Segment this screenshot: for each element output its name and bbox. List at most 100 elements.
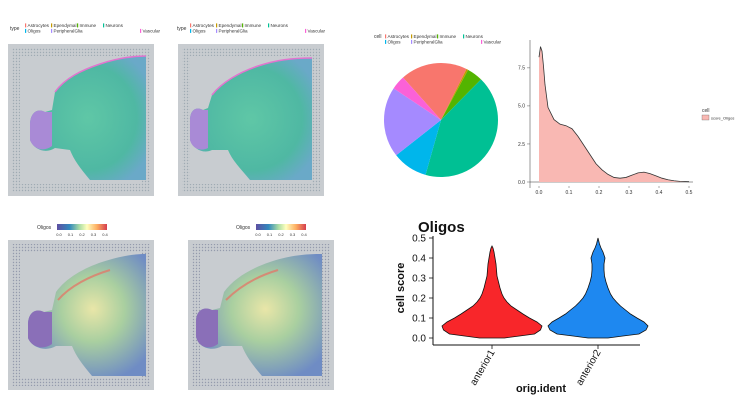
pie-legend-swatch-peripheralglia bbox=[411, 39, 413, 44]
density-x-tick-label: 0.0 bbox=[536, 190, 543, 196]
type-legend-swatch-vascular bbox=[305, 28, 307, 33]
score-legend-title: Oligos bbox=[37, 225, 52, 231]
pie-slice-neurons bbox=[425, 79, 499, 177]
density-area-score-oligos bbox=[539, 46, 689, 182]
violin-y-tick-label: 0.2 bbox=[412, 294, 426, 305]
score-tick-label: 0.2 bbox=[278, 232, 284, 237]
violin-y-tick-label: 0.1 bbox=[412, 314, 426, 325]
density-legend-swatch bbox=[701, 114, 710, 121]
violin-anterior1 bbox=[441, 245, 543, 339]
type-legend-1: type Astrocytes Ependymal Immune Neurons Oli… bbox=[10, 23, 161, 34]
type-legend-title: type bbox=[10, 26, 20, 32]
type-legend-label-oligos: Oligos bbox=[193, 29, 207, 34]
type-legend-swatch-oligos bbox=[190, 28, 192, 33]
density-legend-title: cell bbox=[702, 108, 710, 114]
pie-legend-label-oligos: Oligos bbox=[388, 40, 402, 45]
type-legend-swatch-astrocytes bbox=[190, 23, 192, 28]
tissue-section bbox=[30, 56, 146, 180]
pie-slice-vascular bbox=[393, 77, 441, 120]
spatial-score-panel-1: Oligos 0.0 0.1 0.2 0.3 0.4 bbox=[8, 224, 154, 390]
density-chart: 0.0 0.1 0.2 0.3 0.4 0.5 0.0 2.5 5.0 7.5 cell scor… bbox=[518, 40, 734, 196]
score-colorbar bbox=[57, 224, 107, 230]
spatial-type-panel-2: type Astrocytes Ependymal Immune Neurons Oli… bbox=[177, 23, 326, 196]
spatial-score-panel-2: Oligos 0.0 0.1 0.2 0.3 0.4 bbox=[188, 224, 334, 390]
violin-anterior2 bbox=[547, 237, 649, 339]
type-legend-label-vascular: Vascular bbox=[143, 29, 161, 34]
violin-y-tick-label: 0.0 bbox=[412, 334, 426, 345]
type-legend-label-peripheralglia: PeripheralGlia bbox=[219, 29, 249, 34]
pie-slice-peripheralglia bbox=[384, 88, 441, 156]
pie-legend-title: cell bbox=[374, 34, 382, 40]
pie-legend-label-ependymal: Ependymal bbox=[414, 34, 437, 39]
density-line-score-oligos bbox=[538, 46, 690, 183]
violin-xlabel: orig.ident bbox=[516, 383, 566, 395]
type-legend-swatch-ependymal bbox=[216, 23, 218, 28]
score-tick-label: 0.0 bbox=[56, 232, 62, 237]
score-legend-title: Oligos bbox=[236, 225, 251, 231]
violin-chart: Oligos cell score orig.ident 0.0 0.1 0.2 0.… bbox=[395, 219, 649, 395]
pie-legend-swatch-oligos bbox=[385, 39, 387, 44]
pie-legend-label-astrocytes: Astrocytes bbox=[388, 34, 410, 39]
pie-slice-astrocytes bbox=[402, 63, 467, 120]
violin-y-tick-label: 0.3 bbox=[412, 274, 426, 285]
violin-x-tick-label-anterior2: anterior2 bbox=[574, 348, 603, 388]
type-legend-label-astrocytes: Astrocytes bbox=[193, 23, 215, 28]
density-x-tick-label: 0.5 bbox=[686, 190, 693, 196]
score-tick-label: 0.2 bbox=[79, 232, 85, 237]
type-legend-swatch-astrocytes bbox=[25, 23, 27, 28]
score-tick-label: 0.4 bbox=[102, 232, 108, 237]
violin-x-tick-label-anterior1: anterior1 bbox=[468, 348, 497, 388]
type-legend-swatch-immune bbox=[242, 23, 244, 28]
density-x-tick-label: 0.1 bbox=[566, 190, 573, 196]
density-y-tick-label: 7.5 bbox=[518, 66, 525, 72]
type-legend-swatch-immune bbox=[77, 23, 79, 28]
density-x-tick-label: 0.4 bbox=[656, 190, 663, 196]
density-y-tick-label: 5.0 bbox=[518, 104, 525, 110]
score-tick-label: 0.0 bbox=[255, 232, 261, 237]
type-legend-label-ependymal: Ependymal bbox=[219, 23, 242, 28]
type-legend-swatch-peripheralglia bbox=[51, 28, 53, 33]
type-legend-label-peripheralglia: PeripheralGlia bbox=[54, 29, 84, 34]
pie-legend: cell Astrocytes Ependymal Immune Neurons Oli… bbox=[374, 34, 502, 45]
density-x-tick-label: 0.2 bbox=[596, 190, 603, 196]
type-legend-swatch-oligos bbox=[25, 28, 27, 33]
type-legend-label-immune: Immune bbox=[245, 23, 262, 28]
type-legend-label-neurons: Neurons bbox=[106, 23, 124, 28]
density-x-tick-label: 0.3 bbox=[626, 190, 633, 196]
type-legend-swatch-neurons bbox=[268, 23, 270, 28]
score-tick-label: 0.1 bbox=[68, 232, 74, 237]
pie-legend-label-neurons: Neurons bbox=[466, 34, 484, 39]
type-legend-label-immune: Immune bbox=[80, 23, 97, 28]
pie-legend-swatch-ependymal bbox=[411, 34, 413, 39]
pie-legend-label-vascular: Vascular bbox=[484, 40, 502, 45]
score-tick-label: 0.1 bbox=[267, 232, 273, 237]
type-legend-swatch-neurons bbox=[103, 23, 105, 28]
type-legend-swatch-peripheralglia bbox=[216, 28, 218, 33]
type-legend-label-oligos: Oligos bbox=[28, 29, 42, 34]
pie-legend-swatch-immune bbox=[437, 34, 439, 39]
score-tick-label: 0.3 bbox=[91, 232, 97, 237]
tissue-region-olfactory bbox=[190, 108, 208, 150]
violin-y-tick-label: 0.4 bbox=[412, 254, 426, 265]
type-legend-label-vascular: Vascular bbox=[308, 29, 326, 34]
type-legend-swatch-vascular bbox=[140, 28, 142, 33]
density-y-tick-label: 0.0 bbox=[518, 180, 525, 186]
score-colorbar bbox=[256, 224, 306, 230]
pie-legend-swatch-neurons bbox=[463, 34, 465, 39]
density-legend: cell score_Oligos bbox=[701, 108, 734, 121]
pie-legend-swatch-astrocytes bbox=[385, 34, 387, 39]
tissue-section bbox=[28, 254, 146, 376]
density-y-tick-label: 2.5 bbox=[518, 142, 525, 148]
pie-legend-swatch-vascular bbox=[481, 39, 483, 44]
violin-ylabel: cell score bbox=[395, 263, 407, 314]
type-legend-2: type Astrocytes Ependymal Immune Neurons Oli… bbox=[177, 23, 326, 34]
pie-slice-oligos bbox=[396, 120, 441, 175]
tissue-region-olfactory bbox=[30, 110, 52, 150]
violin-y-tick-label: 0.5 bbox=[412, 234, 426, 245]
type-legend-label-astrocytes: Astrocytes bbox=[28, 23, 50, 28]
type-legend-swatch-ependymal bbox=[51, 23, 53, 28]
tissue-section bbox=[196, 254, 322, 376]
violin-title: Oligos bbox=[418, 219, 465, 236]
density-legend-label: score_Oligos bbox=[711, 116, 734, 121]
